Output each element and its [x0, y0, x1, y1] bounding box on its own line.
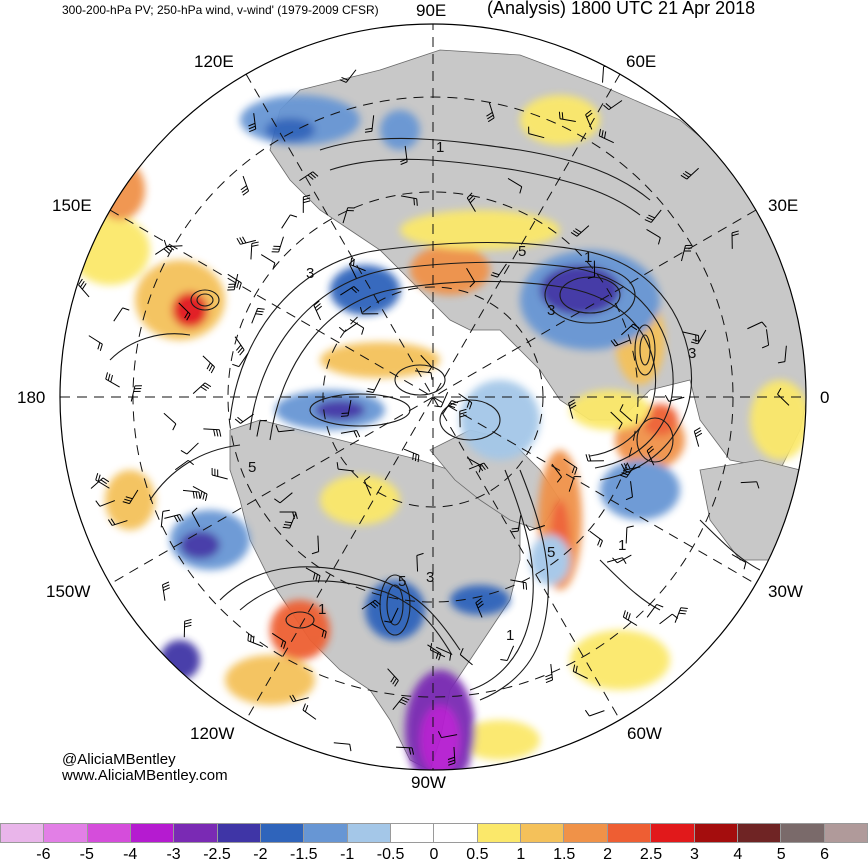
lon-label-30e: 30E — [768, 196, 798, 216]
color-swatch — [391, 823, 434, 843]
color-bar-tick-label: 3 — [690, 846, 699, 864]
color-swatch — [88, 823, 131, 843]
contour-label: 3 — [306, 265, 314, 282]
lon-label-30w: 30W — [768, 582, 803, 602]
contour-label: 1 — [584, 249, 592, 266]
color-swatch — [651, 823, 694, 843]
color-swatch — [44, 823, 87, 843]
color-bar-tick-label: 0.5 — [466, 846, 488, 864]
color-swatch — [695, 823, 738, 843]
color-bar-tick-label: -1 — [340, 846, 354, 864]
color-bar-tick-label: -0.5 — [377, 846, 405, 864]
color-swatch — [131, 823, 174, 843]
color-bar-tick-label: -4 — [123, 846, 137, 864]
lon-label-0: 0 — [820, 388, 829, 408]
lon-label-60e: 60E — [626, 52, 656, 72]
color-swatch — [521, 823, 564, 843]
lon-label-90e: 90E — [416, 1, 446, 21]
color-swatch — [738, 823, 781, 843]
contour-label: 3 — [426, 569, 434, 586]
credit-handle: @AliciaMBentley — [62, 751, 176, 768]
contour-label: 1 — [506, 627, 514, 644]
color-bar-tick-label: 2 — [603, 846, 612, 864]
color-bar-tick-label: -2 — [253, 846, 267, 864]
color-bar-tick-label: -5 — [80, 846, 94, 864]
contour-label: 3 — [547, 302, 555, 319]
lon-label-150e: 150E — [52, 196, 92, 216]
color-bar-tick-label: 1 — [516, 846, 525, 864]
color-bar-ticks: -6 -5 -4 -3 -2.5 -2 -1.5 -1 -0.5 0 0.5 1 1.5 2 2.5 3 4 5 6 — [0, 846, 868, 866]
color-swatch — [261, 823, 304, 843]
color-bar-tick-label: 4 — [733, 846, 742, 864]
color-swatch — [478, 823, 521, 843]
contour-label: 5 — [398, 573, 406, 590]
color-swatch — [348, 823, 391, 843]
credit-website: www.AliciaMBentley.com — [62, 767, 228, 784]
contour-label: 1 — [618, 537, 626, 554]
color-swatch — [174, 823, 217, 843]
color-bar-tick-label: 5 — [777, 846, 786, 864]
color-swatch — [218, 823, 261, 843]
color-swatch — [608, 823, 651, 843]
contour-label: 3 — [688, 345, 696, 362]
color-bar-tick-label: -6 — [36, 846, 50, 864]
lon-label-60w: 60W — [627, 724, 662, 744]
color-swatch — [825, 823, 868, 843]
color-bar-tick-label: 6 — [820, 846, 829, 864]
color-bar-tick-label: -2.5 — [203, 846, 231, 864]
color-swatch — [304, 823, 347, 843]
color-bar-tick-label: 1.5 — [553, 846, 575, 864]
color-bar-tick-label: -1.5 — [290, 846, 318, 864]
color-swatch — [434, 823, 477, 843]
lon-label-150w: 150W — [46, 582, 90, 602]
contour-label: 5 — [248, 459, 256, 476]
lon-label-90w: 90W — [411, 773, 446, 793]
color-swatch — [0, 823, 44, 843]
color-swatch — [564, 823, 607, 843]
color-bar-tick-label: -3 — [166, 846, 180, 864]
color-swatch — [781, 823, 824, 843]
polar-map: 1 3 5 3 5 1 3 5 1 5 1 1 3 — [0, 0, 868, 820]
color-bar-tick-label: 2.5 — [640, 846, 662, 864]
lon-label-120e: 120E — [194, 52, 234, 72]
contour-label: 1 — [436, 139, 444, 156]
color-bar — [0, 823, 868, 843]
lon-label-180: 180 — [17, 388, 45, 408]
contour-label: 5 — [547, 544, 555, 561]
contour-label: 1 — [318, 601, 326, 618]
lon-label-120w: 120W — [190, 724, 234, 744]
color-bar-tick-label: 0 — [430, 846, 439, 864]
contour-label: 5 — [518, 243, 526, 260]
